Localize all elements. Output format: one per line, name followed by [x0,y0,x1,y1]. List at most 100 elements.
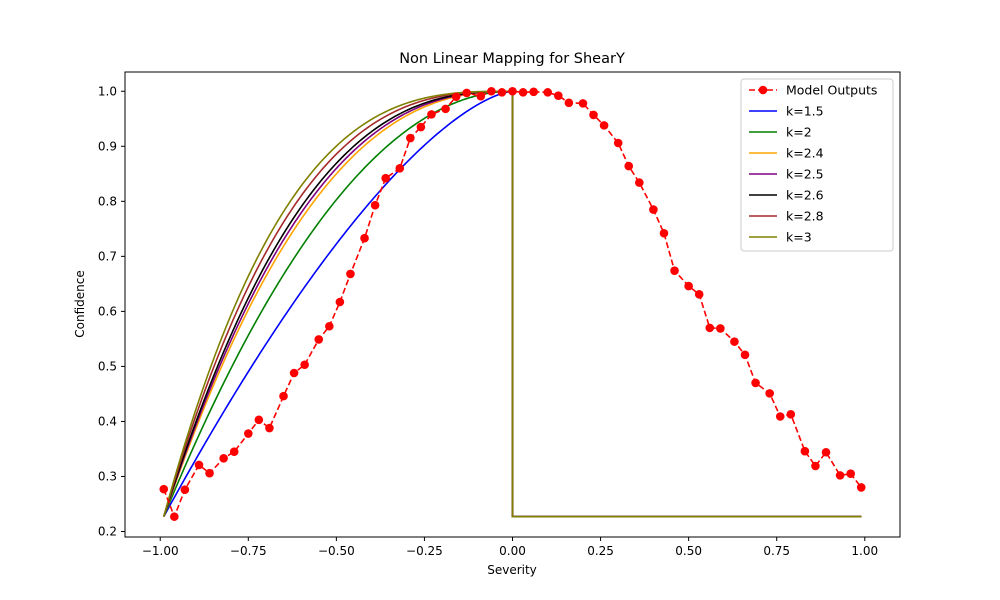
model-output-point [476,91,486,101]
y-tick-label: 0.2 [98,524,117,538]
model-output-point [279,391,288,401]
model-output-point [564,98,574,108]
model-output-point [730,337,739,346]
model-output-point [518,88,528,97]
model-output-point [451,92,461,102]
x-tick-label: 0.50 [675,544,702,558]
series-line-k=1.5 [163,90,862,518]
model-output-point [381,173,390,183]
model-output-point [670,266,679,275]
model-output-point [624,161,634,171]
model-output-point [613,138,623,148]
model-output-point [705,323,715,333]
x-tick-label: −0.50 [318,544,355,558]
plot-area [159,86,866,521]
y-tick-label: 0.8 [98,194,117,208]
model-output-point [694,290,704,299]
model-output-point [265,423,274,433]
model-output-point [751,378,760,388]
model-output-point [335,297,345,307]
model-output-point [416,122,426,132]
model-output-point [219,454,228,463]
x-tick-label: 1.00 [851,544,878,558]
legend-label: k=2.8 [786,209,824,224]
legend-label: k=3 [786,230,812,245]
model-output-point [578,99,588,108]
model-output-point [635,178,644,187]
model-output-point [395,164,405,173]
model-output-point [229,447,239,457]
y-tick-label: 0.3 [98,469,117,483]
model-output-point [487,86,496,96]
legend-label: k=2.6 [786,188,824,203]
model-output-point [740,350,750,360]
model-output-point [325,321,334,331]
y-tick-label: 0.6 [98,304,117,318]
model-output-point [599,121,609,130]
model-output-point [659,228,669,238]
legend-label: k=2 [786,125,812,140]
model-output-point [194,460,204,470]
model-output-point [856,483,866,492]
model-output-point [254,415,264,425]
legend-label: k=2.4 [786,146,824,161]
model-output-point [800,446,810,456]
model-output-point [462,88,472,98]
model-output-point [846,469,855,479]
y-tick-label: 1.0 [98,84,117,98]
x-tick-label: −1.00 [142,544,179,558]
model-output-point [289,368,299,378]
x-tick-label: 0.00 [499,544,526,558]
model-output-point [300,360,309,370]
model-output-point [159,484,169,494]
model-output-point [821,447,831,457]
y-tick-label: 0.5 [98,359,117,373]
x-axis: −1.00 −0.75 −0.50 −0.25 0.00 0.25 0.50 0.75 1.00 [142,537,878,558]
model-output-point [406,133,415,143]
model-output-point [180,485,190,494]
x-tick-label: 0.25 [587,544,614,558]
legend-box [740,78,894,252]
chart-title: Non Linear Mapping for ShearY [399,51,625,67]
model-output-point [441,104,450,114]
y-axis-label: Confidence [73,270,87,337]
model-output-point [497,88,507,97]
x-tick-label: 0.75 [763,544,790,558]
model-output-point [244,429,253,438]
model-output-point [554,91,563,100]
legend-marker [758,85,768,95]
y-axis: 0.2 0.3 0.4 0.5 0.6 0.7 0.8 0.9 1.0 [98,84,125,538]
model-output-point [370,200,380,210]
model-output-point [775,412,785,421]
model-output-point [360,233,369,243]
model-output-point [835,471,845,480]
model-output-point [170,512,179,521]
model-output-point [508,86,517,96]
model-output-point [811,461,820,471]
series-line-k=3 [162,90,862,518]
legend: Model Outputs k=1.5 k=2 k=2.4 k=2.5 k=2.6 k=2.… [740,78,894,252]
x-axis-label: Severity [487,563,537,577]
y-tick-label: 0.9 [98,139,117,153]
model-output-point [205,468,214,478]
model-output-point [314,335,324,344]
model-output-point [346,269,355,279]
x-tick-label: −0.75 [230,544,267,558]
model-output-point [716,324,725,333]
x-tick-label: −0.25 [406,544,443,558]
model-output-point [684,281,693,291]
legend-label: k=1.5 [786,104,824,119]
series-line-k=2 [163,90,862,518]
y-tick-label: 0.4 [98,414,117,428]
model-output-point [649,205,658,214]
model-output-point [529,87,538,97]
model-output-point [427,110,436,119]
model-output-point [543,88,553,97]
legend-label: Model Outputs [786,83,877,98]
y-tick-label: 0.7 [98,249,117,263]
model-output-point [589,110,598,120]
legend-label: k=2.5 [786,167,824,182]
model-output-point [765,389,774,398]
model-output-point [786,409,796,419]
